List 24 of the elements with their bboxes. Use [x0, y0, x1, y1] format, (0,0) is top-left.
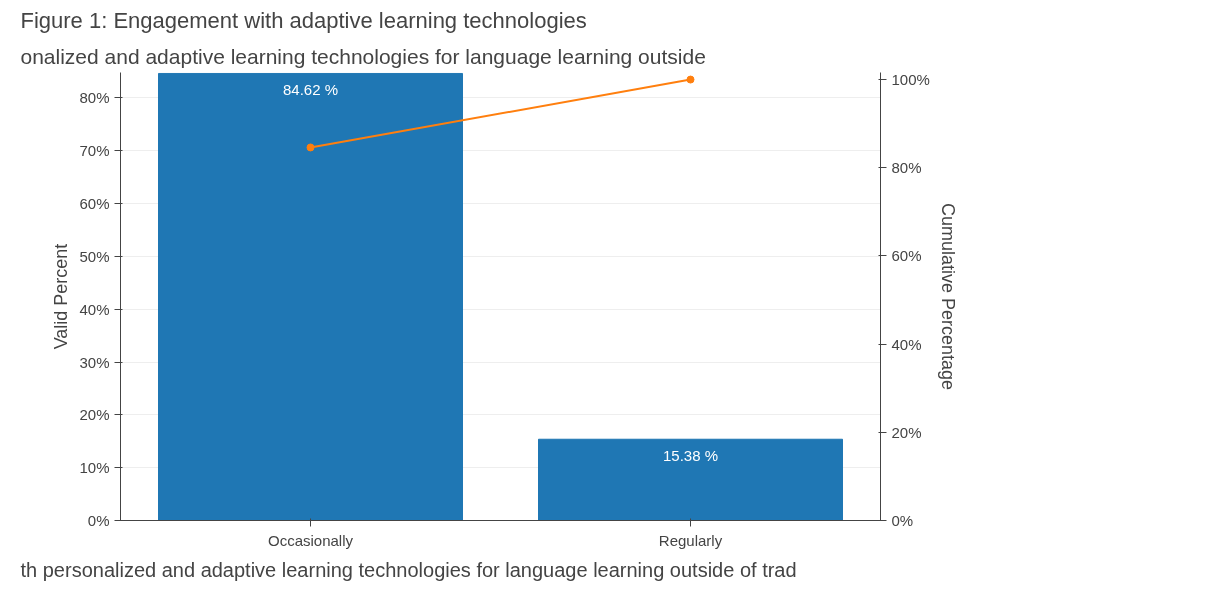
y-tick-label: 80%: [79, 89, 110, 107]
y-tick-label: 20%: [79, 406, 110, 424]
y-axis-title: Valid Percent: [51, 243, 72, 350]
x-tick-label: Occasionally: [267, 531, 354, 549]
chart-title: Figure 1: Engagement with adaptive learning technologies: [20, 7, 587, 33]
y2-tick-label: 80%: [891, 159, 922, 177]
y2-axis-title: Cumulative Percentage: [937, 202, 958, 391]
y-tick-label: 60%: [79, 195, 110, 213]
y-tick-label: 70%: [79, 142, 110, 160]
x-tick-label: Regularly: [658, 531, 723, 549]
y2-tick-label: 60%: [891, 247, 922, 265]
y-tick-label: 10%: [79, 459, 110, 477]
y-tick-label: 50%: [79, 247, 110, 265]
text: th personalized and adaptive learning technologies for language learning outside of trad: [20, 558, 797, 581]
y-tick-label: 30%: [79, 353, 110, 371]
data-label: 15.38 %: [662, 447, 719, 465]
y-tick-label: 0%: [87, 512, 110, 529]
data-label: 84.62 %: [282, 81, 339, 99]
y-tick-label: 40%: [79, 300, 110, 318]
y2-tick-label: 20%: [891, 423, 922, 441]
chart-subtitle: onalized and adaptive learning technologies for language learning outside: [20, 44, 706, 68]
y2-tick-label: 0%: [891, 512, 914, 529]
y2-tick-label: 40%: [891, 335, 922, 353]
y2-tick-label: 100%: [891, 71, 930, 89]
